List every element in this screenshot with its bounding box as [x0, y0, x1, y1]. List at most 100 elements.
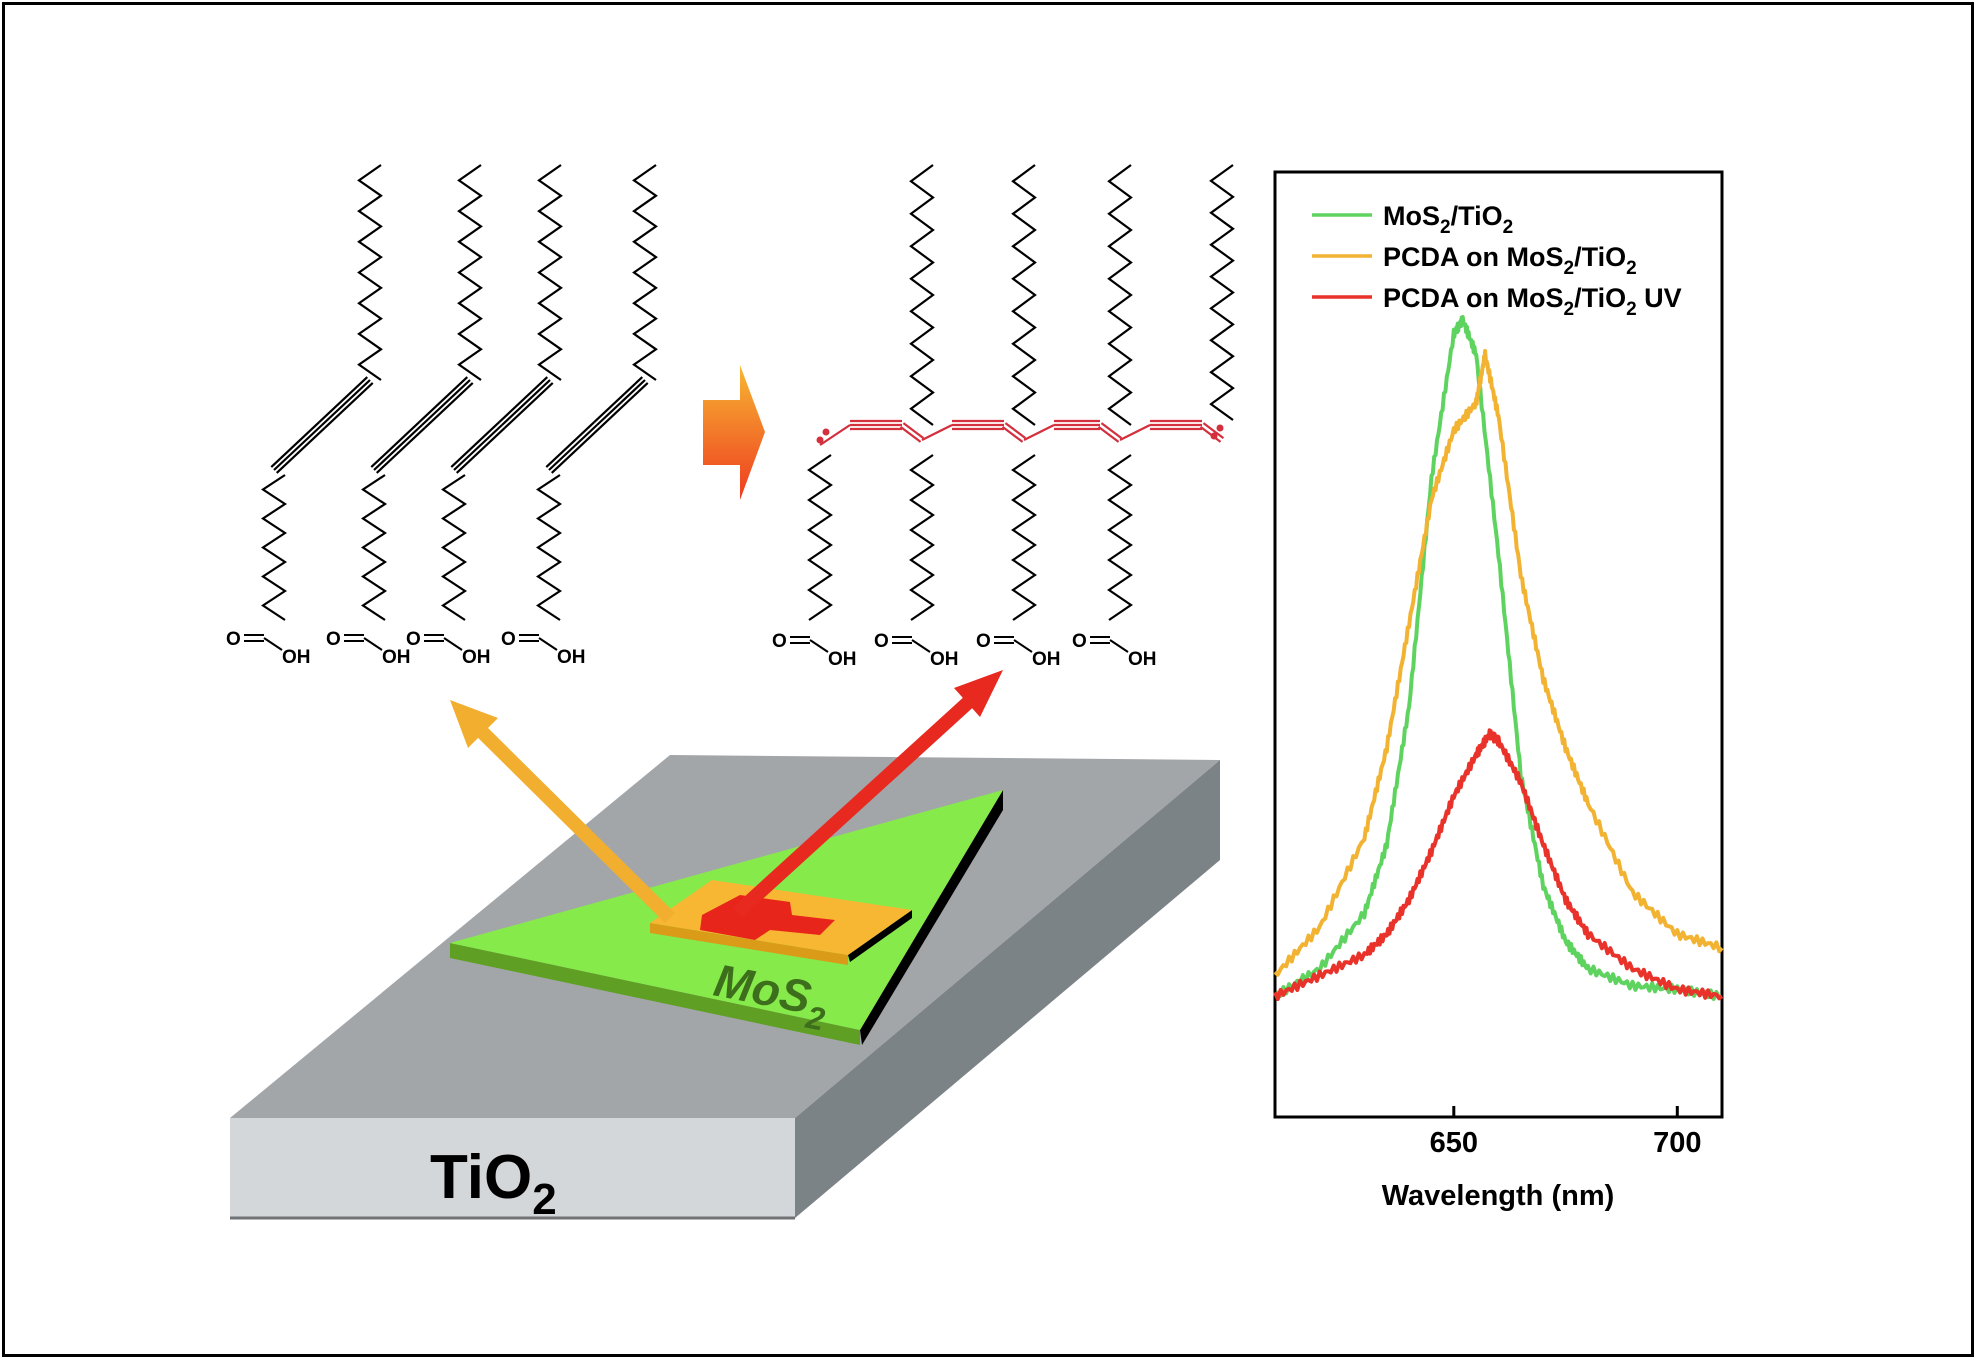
pcda-patch-front [650, 923, 848, 965]
carbonyl-oxygen-label: O [326, 629, 341, 650]
x-tick-label: 650 [1430, 1127, 1478, 1159]
orange-probe-arrow [470, 720, 675, 923]
alkyl-tail [909, 164, 935, 426]
double-bond [902, 422, 925, 439]
orange-arrowhead [450, 700, 498, 748]
pcda-patch [650, 880, 912, 965]
legend-label: MoS2/TiO2 [1383, 201, 1513, 238]
hydroxyl-label: OH [1128, 649, 1157, 670]
triple-bond [423, 382, 474, 429]
hydroxyl-bond [538, 637, 558, 651]
alkyl-tail [632, 164, 658, 381]
series-line [1273, 349, 1724, 977]
triple-bond [375, 427, 426, 474]
carboxyl-group: O OH [874, 631, 959, 670]
alkyl-tail [537, 164, 563, 381]
legend-item: PCDA on MoS2/TiO2 [1312, 242, 1637, 279]
carbonyl-oxygen-label: O [976, 631, 991, 652]
legend-label: PCDA on MoS2/TiO2 [1383, 242, 1637, 279]
triple-bond [593, 376, 644, 423]
hydroxyl-bond [443, 637, 463, 651]
hydroxyl-label: OH [282, 647, 311, 668]
carboxyl-group: O OH [501, 629, 586, 668]
single-bond [819, 424, 851, 446]
carbonyl-oxygen-label: O [226, 629, 241, 650]
series-line [1273, 315, 1723, 1001]
flake-edge [450, 943, 860, 1045]
double-bond [1097, 426, 1120, 443]
triple-bond [373, 424, 423, 471]
x-axis: 650 700 [1430, 1106, 1701, 1159]
plot-frame [1273, 170, 1724, 1119]
triple-bond [418, 376, 469, 423]
carboxyl-group: O OH [1072, 631, 1157, 670]
polymerized-pcda: O OH O OH O OH O OH [772, 164, 1235, 670]
legend-item: PCDA on MoS2/TiO2 UV [1312, 283, 1682, 320]
triple-bond [370, 421, 421, 468]
carboxyl-group: O OH [326, 629, 411, 668]
double-bond [1100, 422, 1123, 439]
substrate-label: TiO2 [430, 1143, 557, 1224]
single-bond [1119, 424, 1151, 441]
triple-bond [498, 376, 549, 423]
hydroxyl-bond [1109, 639, 1129, 653]
series-layer [1273, 315, 1724, 1001]
radical-dot [822, 428, 830, 436]
hydroxyl-label: OH [828, 649, 857, 670]
triple-bond [501, 379, 551, 426]
mos2-flake: MoS2 [450, 790, 1003, 1045]
alkyl-chain [441, 474, 467, 621]
polydiacetylene-backbone [819, 419, 1225, 446]
substrate-front-face [230, 1118, 795, 1218]
hydroxyl-bond [1013, 639, 1033, 653]
double-bond [1001, 426, 1024, 443]
pcda-monomer: OOH [406, 164, 563, 668]
hydroxyl-label: OH [930, 649, 959, 670]
hydroxyl-label: OH [382, 647, 411, 668]
triple-bond [596, 379, 646, 426]
legend-label: PCDA on MoS2/TiO2 UV [1383, 283, 1682, 320]
radical-dot [1216, 424, 1224, 432]
alkyl-chain [807, 454, 833, 621]
series-line [1273, 728, 1724, 1001]
double-bond [1199, 426, 1222, 443]
substrate-side-face [795, 760, 1220, 1218]
alkyl-chain [361, 474, 387, 621]
hydroxyl-bond [809, 639, 829, 653]
triple-bond [450, 421, 501, 468]
triple-bond [548, 424, 598, 471]
x-tick-label: 700 [1653, 1127, 1701, 1159]
polymer-unit: O OH [1072, 164, 1157, 670]
red-probe-arrow [733, 692, 978, 918]
double-bond [1202, 422, 1225, 439]
x-axis-title: Wavelength (nm) [1382, 1180, 1615, 1212]
hydroxyl-bond [263, 637, 283, 651]
alkyl-tail [357, 164, 383, 381]
carbonyl-oxygen-label: O [772, 631, 787, 652]
polymerized-region [700, 895, 835, 940]
carboxyl-group: O OH [226, 629, 311, 668]
alkyl-tail [457, 164, 483, 381]
carbonyl-oxygen-label: O [1072, 631, 1087, 652]
triple-bond [323, 382, 374, 429]
hydroxyl-bond [363, 637, 383, 651]
triple-bond [545, 421, 596, 468]
pcda-patch-side [848, 910, 912, 962]
double-bond [899, 426, 922, 443]
radical-dot [816, 436, 824, 444]
polymer-unit: O OH [772, 454, 857, 670]
carbonyl-oxygen-label: O [406, 629, 421, 650]
red-arrowhead [954, 670, 1003, 717]
pl-spectrum-chart: MoS2/TiO2 PCDA on MoS2/TiO2 PCDA on MoS2/T… [1273, 170, 1724, 1212]
alkyl-chain [1107, 454, 1133, 621]
single-bond [921, 424, 953, 441]
triple-bond [273, 424, 323, 471]
single-bond [1023, 424, 1055, 441]
radical-dot [1210, 432, 1218, 440]
carbonyl-oxygen-label: O [501, 629, 516, 650]
triple-bond [503, 382, 554, 429]
triple-bond [275, 427, 326, 474]
pcda-monomer: OOH [326, 164, 483, 668]
